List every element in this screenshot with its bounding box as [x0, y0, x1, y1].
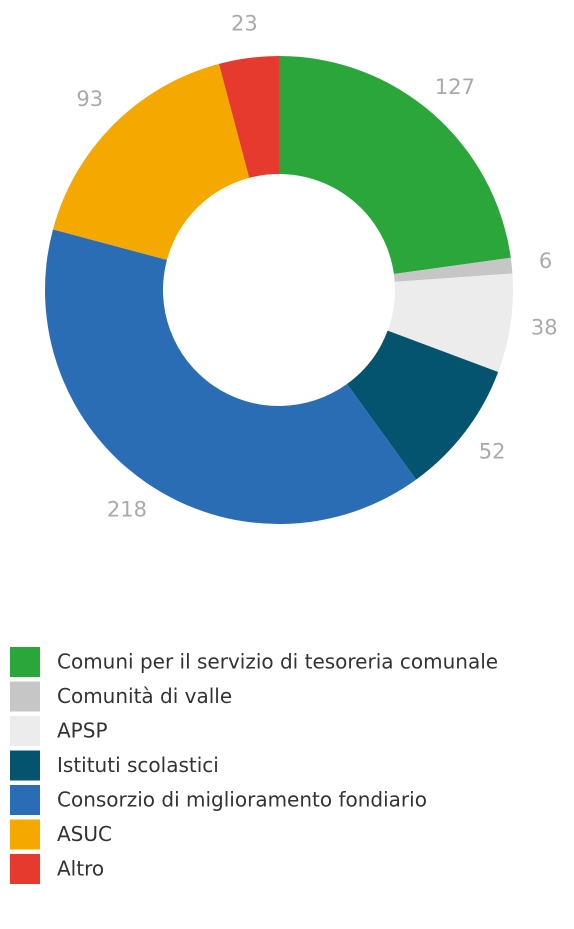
data-label: 38: [531, 315, 558, 339]
data-label: 23: [231, 11, 258, 35]
legend-swatch: [10, 681, 40, 712]
donut-slice: [279, 56, 511, 275]
legend-swatch: [10, 647, 40, 677]
donut-slice: [44, 229, 417, 525]
legend-label: Comunità di valle: [57, 684, 232, 708]
legend-label: Istituti scolastici: [57, 753, 219, 777]
data-label: 52: [479, 439, 506, 463]
donut-slice: [387, 273, 513, 373]
legend-swatch: [10, 785, 40, 815]
donut-slice: [53, 63, 250, 260]
legend-swatch: [10, 750, 40, 781]
donut-slice: [218, 56, 279, 178]
legend-swatch: [10, 716, 40, 746]
legend-swatch: [10, 819, 40, 850]
data-label: 6: [539, 249, 552, 273]
data-label: 93: [76, 87, 103, 111]
legend-label: Consorzio di miglioramento fondiario: [57, 788, 427, 812]
donut-slice: [346, 330, 499, 480]
legend-label: Altro: [57, 857, 104, 881]
data-label: 127: [435, 75, 475, 99]
legend-label: ASUC: [57, 822, 112, 846]
legend-swatch: [10, 854, 40, 884]
legend-label: Comuni per il servizio di tesoreria comu…: [57, 650, 498, 674]
legend-label: APSP: [57, 719, 108, 743]
data-label: 218: [107, 498, 147, 522]
donut-slice: [393, 257, 513, 282]
